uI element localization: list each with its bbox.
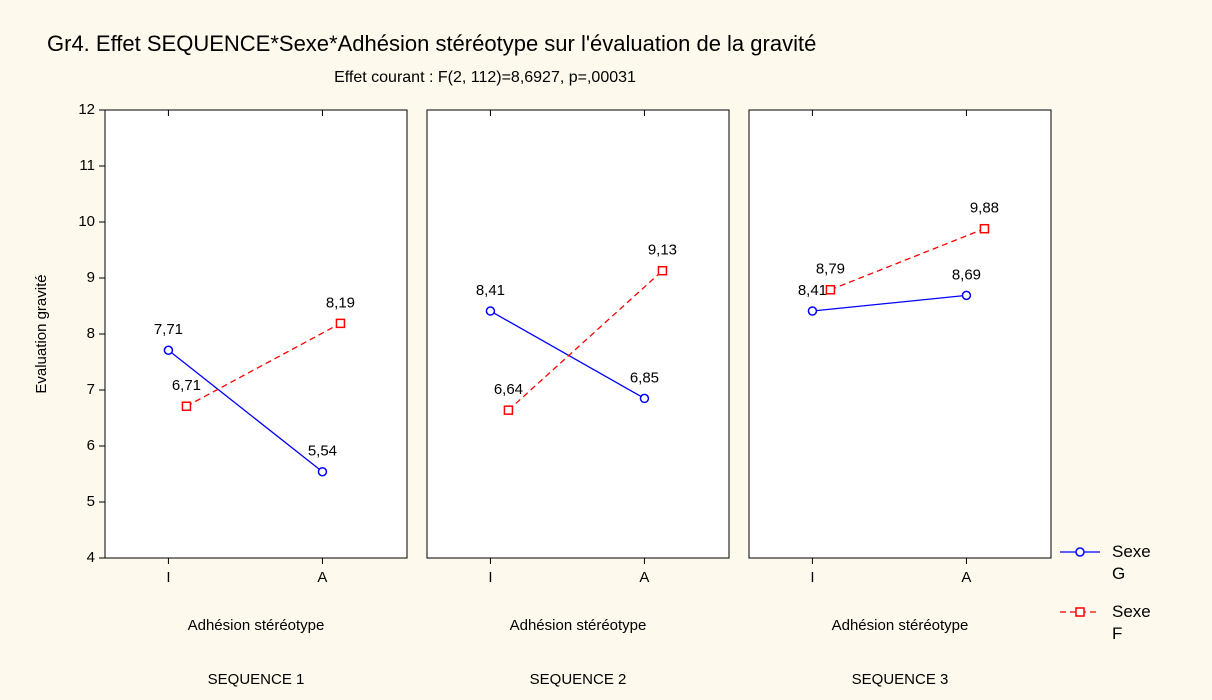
series-line: [186, 322, 341, 407]
point: [503, 405, 514, 415]
x-axis-label: Adhésion stéréotype: [832, 617, 969, 634]
panel-frame: [748, 109, 1052, 559]
y-tick-label: 9: [87, 269, 95, 286]
x-tick-label: I: [810, 569, 814, 586]
legend-label: Sexe G: [1112, 542, 1151, 583]
value-label: 6,71: [172, 377, 201, 394]
y-tick-label: 10: [78, 213, 95, 230]
point: [961, 290, 972, 301]
value-label: 9,13: [648, 242, 677, 259]
panel-frame: [426, 109, 730, 559]
point: [335, 318, 346, 329]
value-label: 9,88: [970, 200, 999, 217]
point: [979, 223, 990, 234]
y-tick-label: 8: [87, 325, 95, 342]
y-tick-label: 4: [87, 549, 95, 566]
point: [181, 401, 192, 411]
x-tick-label: A: [639, 569, 649, 586]
y-tick-label: 5: [87, 493, 95, 510]
chart-title: Gr4. Effet SEQUENCE*Sexe*Adhésion stéréo…: [47, 31, 816, 56]
chart-subtitle: Effet courant : F(2, 112)=8,6927, p=,000…: [334, 69, 636, 86]
panel-label: SEQUENCE 3: [852, 671, 949, 688]
point: [807, 306, 818, 316]
point: [485, 306, 496, 316]
panel-label: SEQUENCE 1: [208, 671, 305, 688]
series-line: [490, 310, 645, 399]
value-label: 6,85: [630, 369, 659, 386]
x-axis-label: Adhésion stéréotype: [188, 617, 325, 634]
x-tick-label: A: [961, 569, 971, 586]
y-tick-label: 6: [87, 437, 95, 454]
x-tick-label: I: [488, 569, 492, 586]
y-axis-label: Evaluation gravité: [33, 274, 50, 393]
value-label: 7,71: [154, 321, 183, 338]
point: [317, 467, 328, 477]
legend-marker: [1075, 607, 1085, 617]
value-label: 8,79: [816, 261, 845, 278]
legend-marker: [1075, 547, 1085, 557]
x-tick-label: I: [166, 569, 170, 586]
series-line: [830, 228, 985, 291]
point: [657, 265, 668, 276]
y-tick-label: 7: [87, 381, 95, 398]
panel-label: SEQUENCE 2: [530, 671, 627, 688]
value-label: 6,64: [494, 381, 523, 398]
y-tick-label: 12: [78, 101, 95, 118]
value-label: 5,54: [308, 443, 337, 460]
value-label: 8,69: [952, 266, 981, 283]
point: [825, 285, 836, 295]
series-line: [812, 294, 967, 312]
series-line: [168, 349, 323, 473]
value-label: 8,41: [798, 282, 827, 299]
series-line: [507, 270, 663, 411]
point: [163, 345, 174, 355]
legend-label: Sexe F: [1112, 602, 1151, 643]
x-tick-label: A: [317, 569, 327, 586]
x-axis-label: Adhésion stéréotype: [510, 617, 647, 634]
value-label: 8,19: [326, 294, 355, 311]
value-label: 8,41: [476, 282, 505, 299]
y-tick-label: 11: [79, 157, 95, 174]
point: [639, 393, 650, 404]
panel-frame: [104, 109, 408, 559]
